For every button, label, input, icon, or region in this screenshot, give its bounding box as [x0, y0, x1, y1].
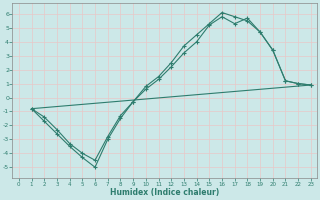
X-axis label: Humidex (Indice chaleur): Humidex (Indice chaleur): [110, 188, 220, 197]
